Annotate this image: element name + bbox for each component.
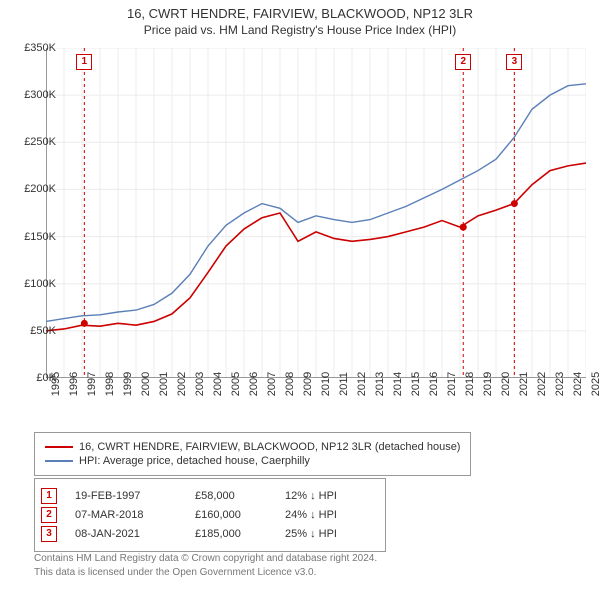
sale-marker: 1 [41,488,57,504]
y-axis-label: £300K [6,89,56,101]
x-axis-label: 1995 [50,372,62,396]
x-axis-label: 2016 [428,372,440,396]
chart-marker: 1 [76,54,92,70]
footer-text: Contains HM Land Registry data © Crown c… [34,552,377,580]
x-axis-label: 2018 [464,372,476,396]
table-row: 1 19-FEB-1997 £58,000 12% ↓ HPI [41,488,375,504]
chart-marker: 2 [455,54,471,70]
y-axis-label: £200K [6,183,56,195]
sale-date: 07-MAR-2018 [75,509,195,521]
legend-swatch-hpi [45,460,73,462]
footer-line2: This data is licensed under the Open Gov… [34,566,377,580]
x-axis-label: 2024 [572,372,584,396]
x-axis-label: 2000 [140,372,152,396]
y-axis-label: £150K [6,231,56,243]
sale-date: 08-JAN-2021 [75,528,195,540]
x-axis-label: 2022 [536,372,548,396]
x-axis-label: 2019 [482,372,494,396]
x-axis-label: 2006 [248,372,260,396]
sale-pct: 24% ↓ HPI [285,509,375,521]
legend-label-hpi: HPI: Average price, detached house, Caer… [79,455,310,467]
x-axis-label: 2017 [446,372,458,396]
x-axis-label: 2007 [266,372,278,396]
x-axis-label: 2002 [176,372,188,396]
sale-pct: 25% ↓ HPI [285,528,375,540]
sale-pct: 12% ↓ HPI [285,490,375,502]
x-axis-label: 2010 [320,372,332,396]
x-axis-label: 2013 [374,372,386,396]
x-axis-label: 2003 [194,372,206,396]
sale-price: £160,000 [195,509,285,521]
y-axis-label: £350K [6,42,56,54]
footer-line1: Contains HM Land Registry data © Crown c… [34,552,377,566]
x-axis-label: 2008 [284,372,296,396]
x-axis-label: 2009 [302,372,314,396]
x-axis-label: 1996 [68,372,80,396]
chart-marker: 3 [506,54,522,70]
x-axis-label: 2025 [590,372,600,396]
x-axis-label: 1999 [122,372,134,396]
chart-legend: 16, CWRT HENDRE, FAIRVIEW, BLACKWOOD, NP… [34,432,471,476]
sale-marker: 3 [41,526,57,542]
x-axis-label: 2004 [212,372,224,396]
legend-swatch-price [45,446,73,448]
sale-price: £58,000 [195,490,285,502]
y-axis-label: £50K [6,325,56,337]
sale-marker: 2 [41,507,57,523]
sale-date: 19-FEB-1997 [75,490,195,502]
sale-price: £185,000 [195,528,285,540]
line-chart [46,48,586,378]
y-axis-label: £100K [6,278,56,290]
x-axis-label: 2001 [158,372,170,396]
sales-table: 1 19-FEB-1997 £58,000 12% ↓ HPI 2 07-MAR… [34,478,386,552]
x-axis-label: 1997 [86,372,98,396]
x-axis-label: 2021 [518,372,530,396]
chart-title-line1: 16, CWRT HENDRE, FAIRVIEW, BLACKWOOD, NP… [0,6,600,21]
y-axis-label: £250K [6,136,56,148]
y-axis-label: £0K [6,372,56,384]
x-axis-label: 2023 [554,372,566,396]
x-axis-label: 2015 [410,372,422,396]
x-axis-label: 2011 [338,372,350,396]
legend-label-price: 16, CWRT HENDRE, FAIRVIEW, BLACKWOOD, NP… [79,441,460,453]
x-axis-label: 2014 [392,372,404,396]
x-axis-label: 2020 [500,372,512,396]
table-row: 2 07-MAR-2018 £160,000 24% ↓ HPI [41,507,375,523]
table-row: 3 08-JAN-2021 £185,000 25% ↓ HPI [41,526,375,542]
x-axis-label: 2005 [230,372,242,396]
x-axis-label: 2012 [356,372,368,396]
x-axis-label: 1998 [104,372,116,396]
chart-title-line2: Price paid vs. HM Land Registry's House … [0,23,600,37]
